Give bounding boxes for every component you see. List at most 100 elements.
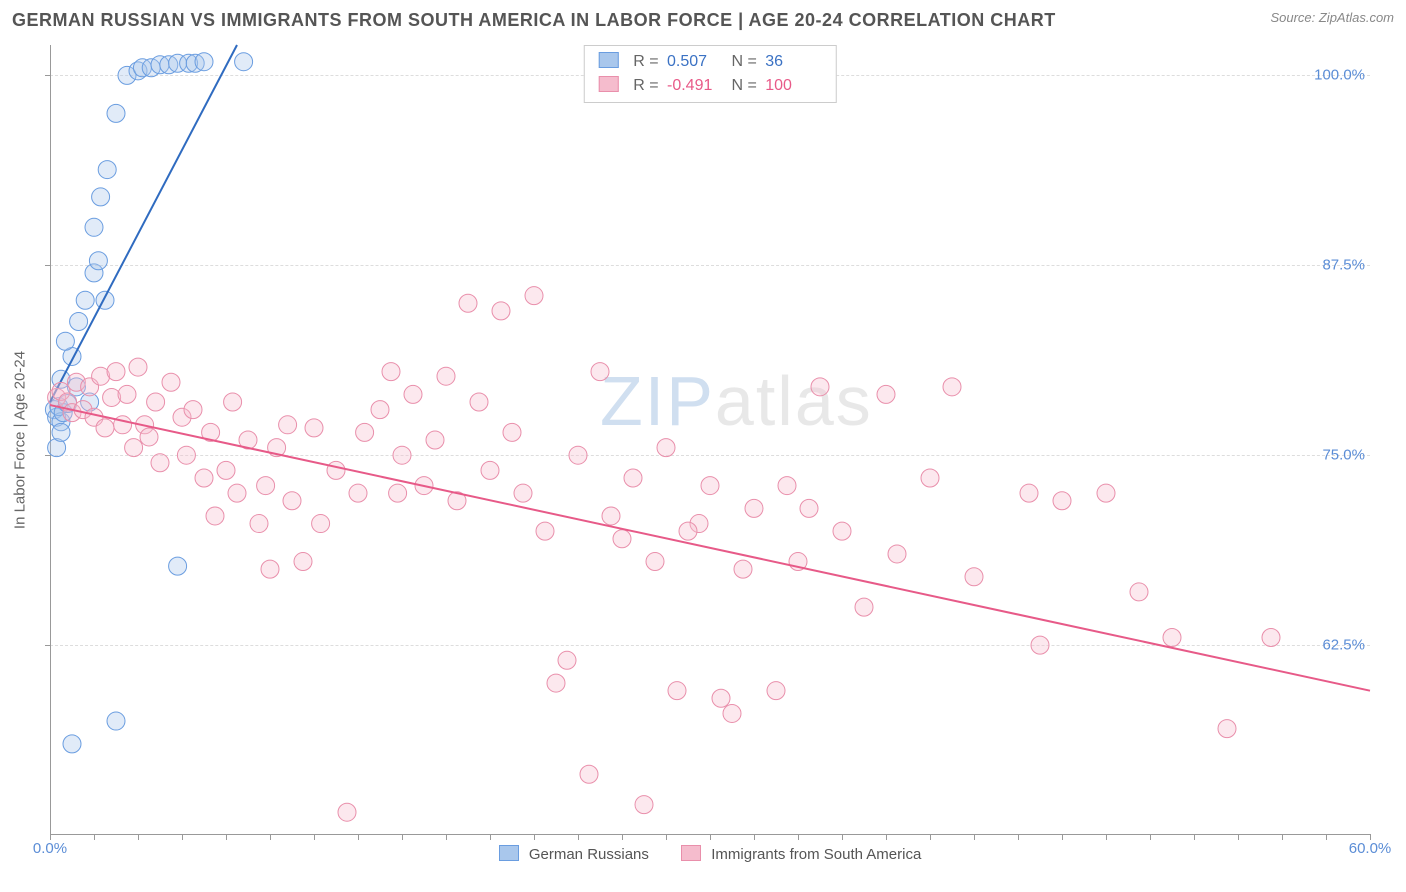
scatter-point [723, 704, 741, 722]
scatter-point [257, 477, 275, 495]
scatter-point [63, 735, 81, 753]
plot-area: In Labor Force | Age 20-24 ZIPatlas R = … [50, 45, 1370, 835]
scatter-point [151, 454, 169, 472]
scatter-point [184, 401, 202, 419]
scatter-point [1020, 484, 1038, 502]
legend-swatch-1 [681, 845, 701, 861]
scatter-point [206, 507, 224, 525]
legend-swatch-0 [499, 845, 519, 861]
scatter-point [327, 461, 345, 479]
r-value-series-0: 0.507 [667, 50, 723, 74]
scatter-point [569, 446, 587, 464]
trend-line [50, 45, 237, 402]
scatter-point [459, 294, 477, 312]
scatter-point [147, 393, 165, 411]
scatter-point [217, 461, 235, 479]
n-value-series-1: 100 [765, 74, 821, 98]
scatter-point [140, 428, 158, 446]
scatter-point [107, 104, 125, 122]
scatter-point [118, 385, 136, 403]
scatter-point [613, 530, 631, 548]
scatter-point [679, 522, 697, 540]
r-label: R = [633, 77, 658, 94]
scatter-point [558, 651, 576, 669]
scatter-point [393, 446, 411, 464]
legend-item-0: German Russians [499, 845, 649, 863]
scatter-point [389, 484, 407, 502]
scatter-point [96, 419, 114, 437]
scatter-point [767, 682, 785, 700]
x-tick-label: 0.0% [33, 840, 67, 857]
y-tick-label: 62.5% [1322, 637, 1365, 654]
stats-row-series-0: R = 0.507 N = 36 [599, 50, 822, 74]
scatter-point [283, 492, 301, 510]
n-label: N = [731, 77, 756, 94]
y-tick-label: 100.0% [1314, 67, 1365, 84]
scatter-point [536, 522, 554, 540]
trend-line [50, 405, 1370, 691]
scatter-point [98, 161, 116, 179]
scatter-point [481, 461, 499, 479]
y-tick-label: 75.0% [1322, 447, 1365, 464]
swatch-series-1 [599, 76, 619, 92]
scatter-point [877, 385, 895, 403]
scatter-point [70, 313, 88, 331]
scatter-point [294, 553, 312, 571]
scatter-point [250, 515, 268, 533]
scatter-point [195, 53, 213, 71]
scatter-point [624, 469, 642, 487]
scatter-point [437, 367, 455, 385]
scatter-point [1218, 720, 1236, 738]
scatter-point [602, 507, 620, 525]
scatter-point [943, 378, 961, 396]
scatter-point [371, 401, 389, 419]
legend-label-1: Immigrants from South America [711, 846, 921, 863]
scatter-point [1053, 492, 1071, 510]
scatter-point [701, 477, 719, 495]
scatter-point [580, 765, 598, 783]
scatter-point [261, 560, 279, 578]
chart-svg [50, 45, 1370, 835]
scatter-point [745, 499, 763, 517]
scatter-point [591, 363, 609, 381]
scatter-point [85, 218, 103, 236]
stats-legend-box: R = 0.507 N = 36 R = -0.491 N = 100 [584, 45, 837, 103]
swatch-series-0 [599, 52, 619, 68]
scatter-point [404, 385, 422, 403]
scatter-point [426, 431, 444, 449]
chart-title: GERMAN RUSSIAN VS IMMIGRANTS FROM SOUTH … [12, 10, 1056, 30]
scatter-point [382, 363, 400, 381]
scatter-point [965, 568, 983, 586]
scatter-point [547, 674, 565, 692]
scatter-point [525, 287, 543, 305]
r-value-series-1: -0.491 [667, 74, 723, 98]
scatter-point [305, 419, 323, 437]
n-value-series-0: 36 [765, 50, 821, 74]
scatter-point [92, 188, 110, 206]
scatter-point [129, 358, 147, 376]
x-tick-label: 60.0% [1349, 840, 1392, 857]
scatter-point [921, 469, 939, 487]
scatter-point [228, 484, 246, 502]
scatter-point [96, 291, 114, 309]
scatter-point [657, 439, 675, 457]
scatter-point [668, 682, 686, 700]
scatter-point [1130, 583, 1148, 601]
scatter-point [107, 712, 125, 730]
r-label: R = [633, 53, 658, 70]
scatter-point [888, 545, 906, 563]
scatter-point [162, 373, 180, 391]
scatter-point [356, 423, 374, 441]
scatter-point [89, 252, 107, 270]
scatter-point [312, 515, 330, 533]
scatter-point [195, 469, 213, 487]
scatter-point [169, 557, 187, 575]
scatter-point [52, 423, 70, 441]
scatter-point [734, 560, 752, 578]
scatter-point [470, 393, 488, 411]
scatter-point [503, 423, 521, 441]
n-label: N = [731, 53, 756, 70]
scatter-point [107, 363, 125, 381]
scatter-point [1262, 629, 1280, 647]
scatter-point [800, 499, 818, 517]
